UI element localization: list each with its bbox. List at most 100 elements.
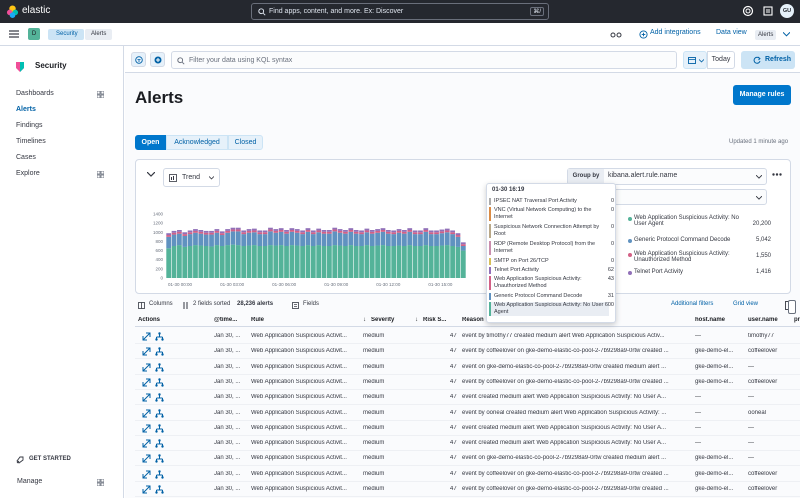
histogram-bar[interactable] <box>391 246 397 278</box>
help-icon[interactable] <box>742 5 754 17</box>
histogram-bar[interactable] <box>412 230 418 233</box>
histogram-bar[interactable] <box>439 245 445 278</box>
histogram-bar[interactable] <box>171 232 177 235</box>
histogram-bar[interactable] <box>177 233 182 246</box>
cell-host-name[interactable]: gke-demo-el... <box>695 486 734 492</box>
histogram-bar[interactable] <box>193 245 198 278</box>
histogram-bar[interactable] <box>423 228 429 230</box>
date-quick-select[interactable] <box>683 51 707 69</box>
cell-rule[interactable]: Web Application Suspicious Activit... <box>251 348 347 355</box>
histogram-bar[interactable] <box>294 245 300 278</box>
histogram-bar[interactable] <box>450 230 455 233</box>
expand-icon[interactable] <box>142 470 151 479</box>
histogram-bar[interactable] <box>300 232 305 235</box>
cell-user-name[interactable]: ooneal <box>748 409 767 416</box>
histogram-bar[interactable] <box>300 246 305 278</box>
histogram-bar[interactable] <box>412 234 418 246</box>
cell-host-name[interactable]: — <box>695 409 701 416</box>
chevron-down-icon[interactable] <box>147 172 155 177</box>
histogram-bar[interactable] <box>305 245 311 278</box>
sidebar-item-cases[interactable]: Cases <box>16 154 36 161</box>
histogram-bar[interactable] <box>396 229 402 231</box>
histogram-bar[interactable] <box>235 229 241 232</box>
cell-rule[interactable]: Web Application Suspicious Activit... <box>251 378 347 385</box>
cell-rule[interactable]: Web Application Suspicious Activit... <box>251 409 347 416</box>
refresh-button[interactable]: Refresh <box>741 51 795 69</box>
histogram-bar[interactable] <box>348 245 354 278</box>
histogram-bar[interactable] <box>359 246 364 278</box>
cell-user-name[interactable]: coffeelover <box>748 348 778 355</box>
table-row[interactable]: Jan 30, ... Web Application Suspicious Ac… <box>135 406 800 421</box>
cell-user-name[interactable]: coffeelover <box>748 378 778 385</box>
tab-acknowledged[interactable]: Acknowledged <box>166 135 228 150</box>
sort-button[interactable]: 2 fields sorted <box>193 301 231 307</box>
legend-item[interactable]: Generic Protocol Command Decode <box>628 237 749 243</box>
add-filter-button[interactable] <box>150 52 165 67</box>
cell-rule[interactable]: Web Application Suspicious Activit... <box>251 333 347 339</box>
histogram-bar[interactable] <box>257 230 263 233</box>
histogram-bar[interactable] <box>214 229 220 231</box>
legend-item[interactable]: Telnet Port Activity <box>628 269 749 275</box>
histogram-bar[interactable] <box>343 233 348 246</box>
histogram-bar[interactable] <box>177 245 182 278</box>
histogram-bar[interactable] <box>225 245 230 278</box>
histogram-bar[interactable] <box>332 231 338 246</box>
legend-item[interactable]: Web Application Suspicious Activity: Una… <box>628 251 749 263</box>
histogram-bar[interactable] <box>380 230 386 232</box>
sidebar-item-alerts[interactable]: Alerts <box>16 106 36 113</box>
histogram-bar[interactable] <box>300 230 305 233</box>
histogram-bar[interactable] <box>203 232 209 235</box>
histogram-bar[interactable] <box>214 230 220 233</box>
histogram-bar[interactable] <box>385 231 391 234</box>
histogram-bar[interactable] <box>455 233 461 236</box>
grid-icon[interactable] <box>97 171 104 178</box>
user-avatar[interactable]: GU <box>780 4 794 18</box>
menu-icon[interactable] <box>9 29 19 39</box>
cell-user-name[interactable]: — <box>748 440 754 447</box>
group-by-select[interactable]: Group by kibana.alert.rule.name <box>567 168 767 185</box>
histogram-bar[interactable] <box>423 230 429 232</box>
histogram-bar[interactable] <box>289 245 295 278</box>
expand-icon[interactable] <box>142 439 151 448</box>
histogram-bar[interactable] <box>396 232 402 246</box>
histogram-bar[interactable] <box>166 235 172 237</box>
cell-rule[interactable]: Web Application Suspicious Activit... <box>251 440 347 447</box>
histogram-bar[interactable] <box>316 245 322 278</box>
expand-icon[interactable] <box>142 363 151 372</box>
histogram-bar[interactable] <box>219 246 225 278</box>
cell-rule[interactable]: Web Application Suspicious Activit... <box>251 455 347 462</box>
cell-rule[interactable]: Web Application Suspicious Activit... <box>251 424 347 431</box>
histogram-bar[interactable] <box>364 232 370 246</box>
histogram-bar[interactable] <box>278 228 284 230</box>
histogram-bar[interactable] <box>455 246 461 278</box>
histogram-bar[interactable] <box>171 230 177 233</box>
histogram-bar[interactable] <box>230 231 236 245</box>
histogram-bar[interactable] <box>230 227 236 230</box>
cell-rule[interactable]: Web Application Suspicious Activit... <box>251 394 347 401</box>
table-row[interactable]: Jan 30, ... Web Application Suspicious Ac… <box>135 390 800 406</box>
histogram-bar[interactable] <box>332 227 338 230</box>
histogram-bar[interactable] <box>235 245 241 278</box>
histogram-bar[interactable] <box>310 230 316 233</box>
histogram-bar[interactable] <box>418 230 423 233</box>
analyze-event-icon[interactable] <box>155 408 164 418</box>
histogram-bar[interactable] <box>402 230 407 232</box>
histogram-bar[interactable] <box>412 246 418 278</box>
histogram-bar[interactable] <box>262 234 268 246</box>
histogram-bar[interactable] <box>294 230 300 233</box>
histogram-bar[interactable] <box>418 234 423 246</box>
histogram-bar[interactable] <box>193 230 198 233</box>
column-header[interactable]: Reason <box>462 317 484 323</box>
columns-button[interactable]: Columns <box>149 301 173 307</box>
histogram-bar[interactable] <box>327 230 332 232</box>
histogram-bar[interactable] <box>246 232 252 246</box>
analyze-event-icon[interactable] <box>155 485 164 494</box>
histogram-bar[interactable] <box>177 230 182 232</box>
histogram-bar[interactable] <box>241 232 247 235</box>
histogram-bar[interactable] <box>321 231 327 234</box>
histogram-bar[interactable] <box>332 229 338 232</box>
histogram-bar[interactable] <box>246 230 252 233</box>
column-header[interactable]: ↓ Severity <box>363 317 395 323</box>
histogram-bar[interactable] <box>187 230 193 233</box>
cell-host-name[interactable]: — <box>695 394 701 401</box>
